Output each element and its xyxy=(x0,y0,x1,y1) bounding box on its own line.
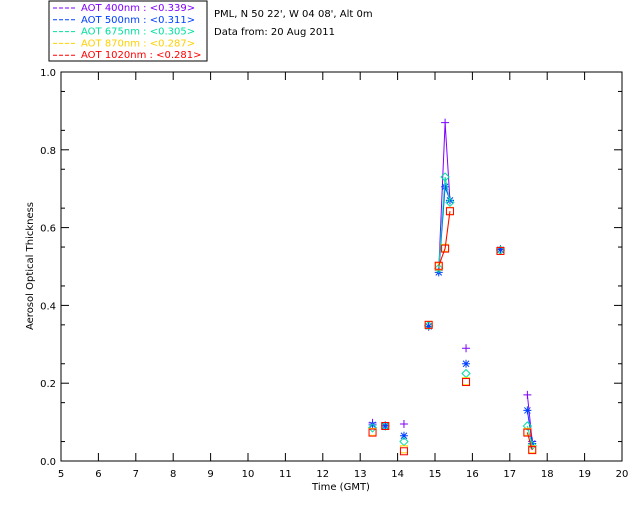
x-tick-label: 16 xyxy=(466,469,479,480)
legend-label: AOT 400nm : <0.339> xyxy=(81,3,195,14)
data-point xyxy=(496,245,505,254)
legend-label: AOT 870nm : <0.287> xyxy=(81,38,195,49)
data-point xyxy=(440,172,450,182)
data-point xyxy=(424,322,433,331)
x-tick-label: 18 xyxy=(541,469,554,480)
series-line xyxy=(526,394,533,442)
x-tick-label: 20 xyxy=(616,469,629,480)
data-point xyxy=(381,421,390,430)
data-point xyxy=(399,431,408,440)
data-point xyxy=(399,445,408,454)
y-tick-label: 0.8 xyxy=(40,146,56,157)
data-point xyxy=(434,263,444,274)
data-point xyxy=(441,182,450,191)
x-tick-label: 8 xyxy=(170,469,176,480)
y-tick-label: 1.0 xyxy=(40,68,56,79)
series-line xyxy=(438,176,451,269)
plot-frame xyxy=(60,71,623,462)
x-tick-label: 5 xyxy=(58,469,64,480)
x-tick-label: 6 xyxy=(95,469,101,480)
series-line xyxy=(526,432,533,451)
x-axis-title: Time (GMT) xyxy=(311,482,370,493)
legend-label: AOT 500nm : <0.311> xyxy=(81,15,195,26)
x-tick-label: 7 xyxy=(133,469,139,480)
series-line xyxy=(438,211,451,266)
data-point xyxy=(523,406,532,415)
data-point xyxy=(522,421,533,431)
header-date: Data from: 20 Aug 2011 xyxy=(214,27,335,38)
data-point xyxy=(424,320,433,329)
series-1 xyxy=(368,182,537,448)
data-point xyxy=(528,446,537,455)
series-3 xyxy=(368,206,537,454)
data-point xyxy=(441,118,450,127)
y-axis-title: Aerosol Optical Thickness xyxy=(25,202,36,330)
data-point xyxy=(399,447,408,456)
legend: AOT 400nm : <0.339>AOT 500nm : <0.311>AO… xyxy=(48,0,208,62)
y-tick-label: 0.2 xyxy=(40,379,56,390)
series-layer xyxy=(367,118,537,456)
legend-label: AOT 675nm : <0.305> xyxy=(81,27,195,38)
data-point xyxy=(445,207,454,216)
data-point xyxy=(462,344,471,353)
x-tick-label: 15 xyxy=(429,469,442,480)
x-tick-label: 9 xyxy=(207,469,213,480)
x-tick-label: 11 xyxy=(279,469,292,480)
data-point xyxy=(523,428,532,437)
axis-ticks: 5 6 7 8 9 10 11 12 13 14 15 16 17 18 19 20 0.0 0.2 0.4 0.6 0… xyxy=(40,68,628,480)
x-tick-label: 17 xyxy=(503,469,516,480)
series-4 xyxy=(368,207,537,456)
data-point xyxy=(368,428,377,437)
y-tick-label: 0.4 xyxy=(40,301,56,312)
x-tick-label: 19 xyxy=(578,469,591,480)
y-tick-label: 0.0 xyxy=(40,457,56,468)
data-point xyxy=(462,359,471,368)
data-point xyxy=(461,368,471,379)
x-tick-label: 10 xyxy=(242,469,255,480)
y-tick-label: 0.6 xyxy=(40,224,56,235)
data-point xyxy=(367,423,378,433)
data-point xyxy=(523,390,532,399)
data-point xyxy=(434,261,443,270)
data-point xyxy=(462,378,471,387)
legend-box xyxy=(48,0,208,62)
data-point xyxy=(441,244,450,253)
x-tick-label: 14 xyxy=(391,469,404,480)
series-0 xyxy=(368,118,537,446)
legend-label: AOT 1020nm : <0.281> xyxy=(81,50,201,61)
data-point xyxy=(399,420,408,429)
data-point xyxy=(423,320,434,331)
data-point xyxy=(445,197,455,208)
x-tick-label: 13 xyxy=(354,469,367,480)
x-tick-label: 12 xyxy=(316,469,329,480)
data-point xyxy=(381,421,390,430)
header-location: PML, N 50 22', W 04 08', Alt 0m xyxy=(214,9,373,20)
data-point xyxy=(496,246,505,255)
data-point xyxy=(368,420,377,429)
